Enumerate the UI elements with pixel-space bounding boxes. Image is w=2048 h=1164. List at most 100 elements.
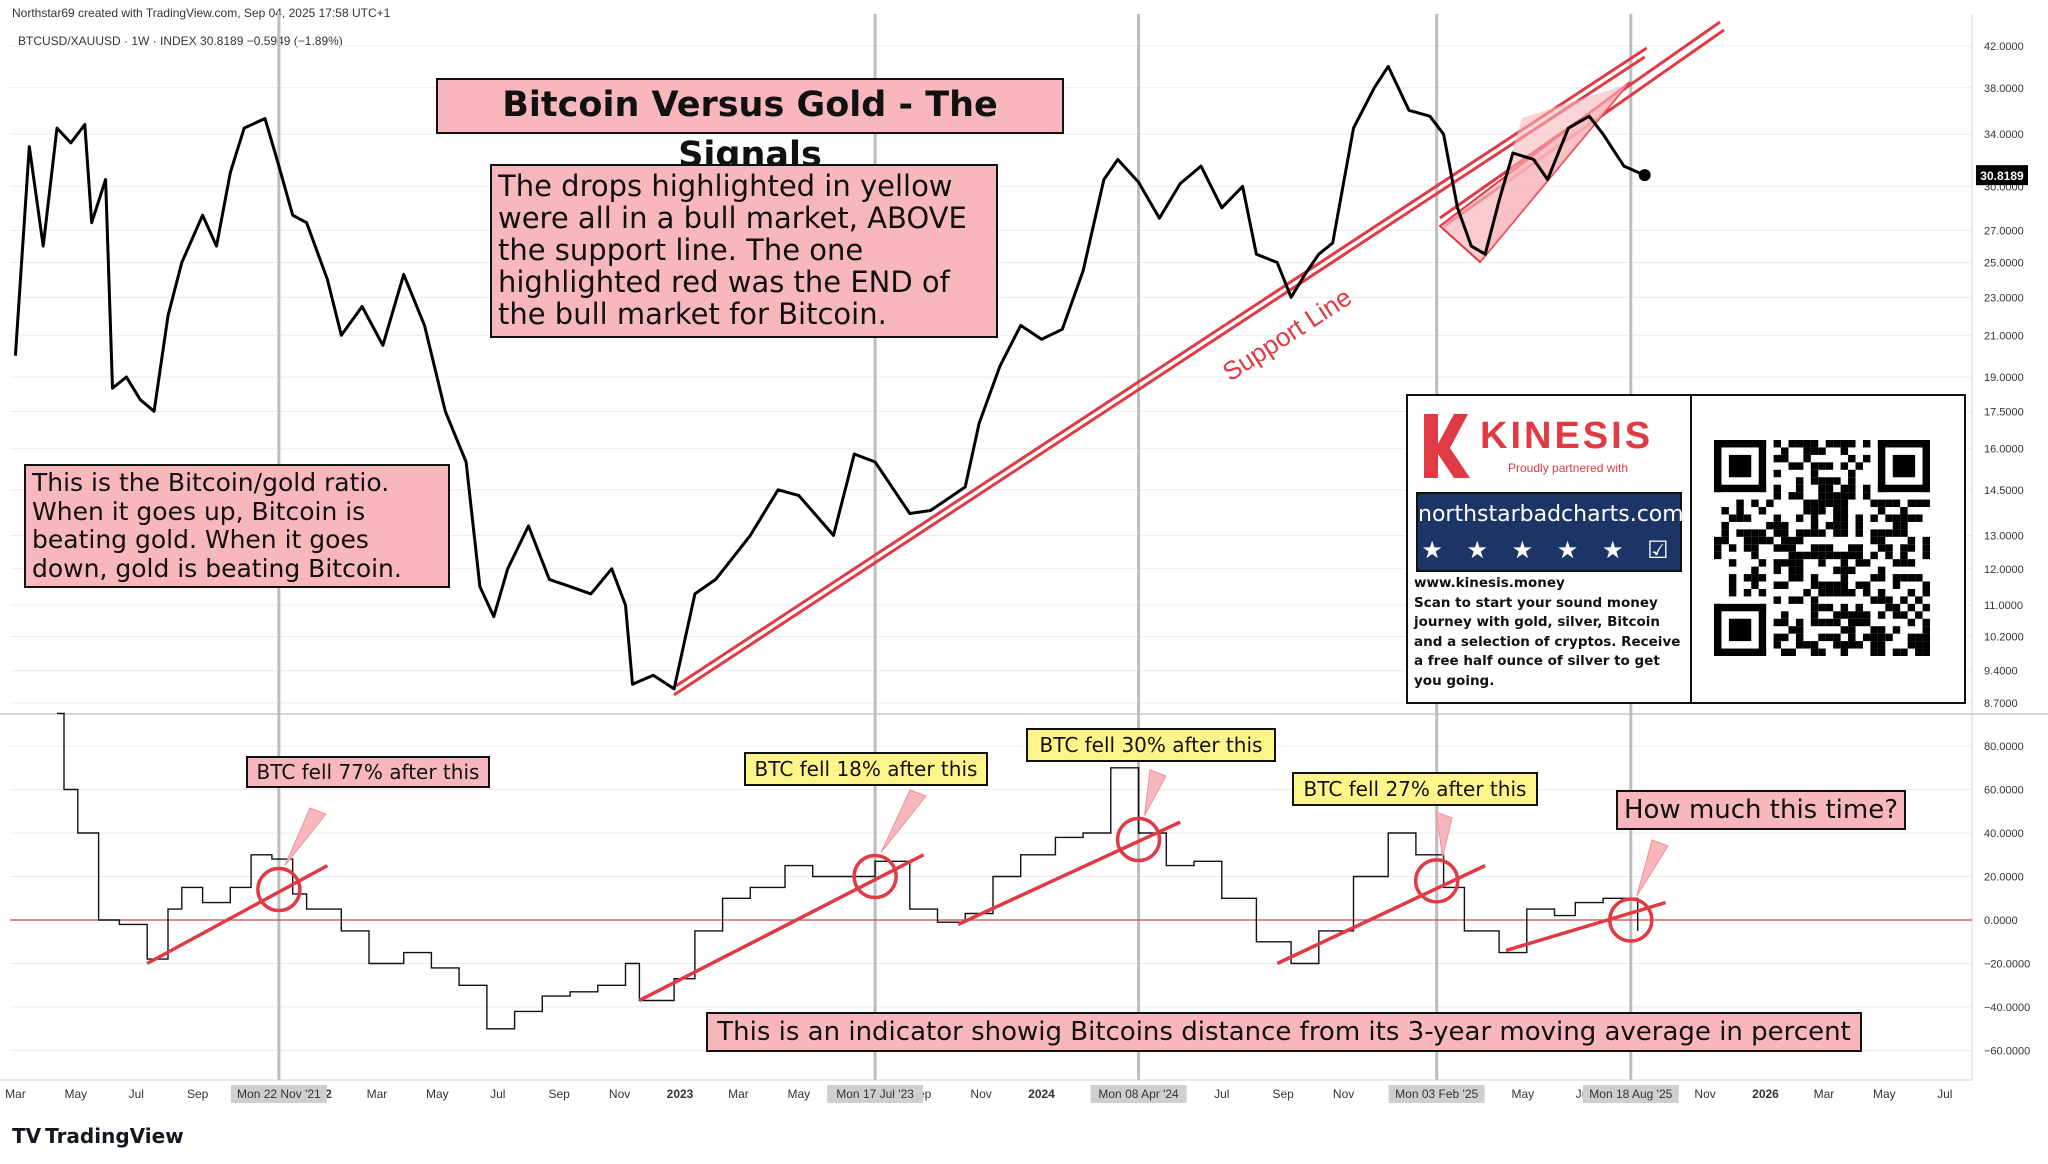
qr-module — [1818, 507, 1826, 515]
qr-module — [1885, 514, 1893, 522]
qr-code-icon[interactable] — [1714, 440, 1930, 656]
qr-module — [1795, 566, 1804, 575]
qr-module — [1870, 551, 1878, 560]
ratio-note: This is the Bitcoin/gold ratio. When it … — [24, 464, 450, 588]
date-highlight-bg — [827, 1085, 924, 1103]
qr-module — [1900, 551, 1908, 560]
qr-module — [1818, 499, 1826, 508]
qr-module — [1810, 521, 1819, 530]
qr-module — [1766, 536, 1774, 545]
qr-module — [1795, 514, 1804, 522]
question-label: How much this time? — [1616, 790, 1906, 830]
qr-module — [1870, 499, 1878, 508]
date-highlight-bg — [230, 1085, 327, 1103]
qr-module — [1818, 447, 1826, 455]
qr-module — [1877, 536, 1886, 545]
qr-module — [1728, 514, 1737, 522]
qr-module — [1818, 492, 1826, 500]
qr-module — [1810, 574, 1819, 582]
qr-module — [1877, 641, 1886, 649]
qr-module — [1833, 440, 1841, 448]
qr-module — [1892, 574, 1901, 582]
qr-module — [1907, 499, 1916, 508]
x-tick-label: Sep — [187, 1087, 209, 1101]
qr-module — [1781, 521, 1789, 530]
qr-module — [1855, 544, 1863, 552]
qr-module — [1714, 551, 1722, 560]
qr-module — [1721, 521, 1729, 530]
sponsor-panel[interactable]: KINESIS Proudly partnered with northstar… — [1406, 394, 1966, 704]
sponsor-body: Scan to start your sound money journey w… — [1414, 594, 1681, 689]
qr-module — [1825, 603, 1834, 612]
fell-18-label: BTC fell 18% after this — [744, 752, 988, 786]
qr-module — [1810, 603, 1819, 612]
tradingview-footer[interactable]: TV TradingView — [12, 1124, 184, 1148]
qr-module — [1862, 611, 1871, 619]
qr-module — [1810, 514, 1819, 522]
qr-module — [1810, 544, 1819, 552]
qr-module — [1840, 551, 1849, 560]
kinesis-tagline: Proudly partnered with — [1508, 461, 1628, 475]
qr-module — [1788, 551, 1796, 560]
qr-module — [1922, 536, 1930, 545]
qr-module — [1840, 521, 1849, 530]
qr-module — [1900, 574, 1908, 582]
y-tick-label: 13.0000 — [1984, 530, 2024, 542]
qr-module — [1743, 588, 1752, 597]
qr-module — [1825, 521, 1834, 530]
qr-module — [1743, 529, 1752, 537]
y-tick-label: 10.2000 — [1984, 632, 2024, 644]
qr-module — [1833, 581, 1841, 589]
qr-module — [1915, 514, 1923, 522]
x-tick-label: May — [788, 1087, 811, 1101]
qr-module — [1795, 529, 1804, 537]
qr-module — [1803, 507, 1811, 515]
qr-module — [1743, 536, 1752, 545]
qr-module — [1885, 529, 1893, 537]
date-highlight-bg — [1090, 1085, 1187, 1103]
qr-module — [1788, 648, 1796, 656]
qr-module — [1714, 536, 1722, 545]
qr-module — [1907, 641, 1916, 649]
qr-module — [1773, 618, 1782, 627]
qr-module — [1848, 544, 1856, 552]
qr-module — [1773, 440, 1782, 448]
sponsor-web[interactable]: www.kinesis.money — [1414, 575, 1565, 591]
signal-circle-icon — [1115, 816, 1162, 863]
qr-module — [1781, 611, 1789, 619]
qr-module — [1773, 454, 1782, 463]
qr-module — [1810, 611, 1819, 619]
qr-module — [1840, 588, 1849, 597]
indicator-trend-line — [1276, 864, 1486, 966]
x-tick-label: May — [426, 1087, 449, 1101]
qr-module — [1773, 559, 1782, 567]
qr-module — [1922, 603, 1930, 612]
qr-module — [1728, 559, 1737, 567]
qr-module — [1781, 544, 1789, 552]
qr-module — [1848, 454, 1856, 463]
indicator-step-line — [57, 712, 1639, 1030]
qr-module — [1751, 566, 1759, 575]
qr-module — [1833, 529, 1841, 537]
date-highlight-label: Mon 18 Aug '25 — [1589, 1087, 1672, 1101]
qr-module — [1781, 559, 1789, 567]
qr-module — [1825, 484, 1834, 493]
qr-module — [1840, 462, 1849, 470]
site-badge[interactable]: northstarbadcharts.com ★ ★ ★ ★ ★ ☑ — [1416, 492, 1684, 572]
x-tick-label: May — [1873, 1087, 1896, 1101]
qr-module — [1825, 440, 1834, 448]
qr-module — [1788, 462, 1796, 470]
last-value-dot — [1638, 169, 1651, 182]
qr-module — [1758, 440, 1767, 493]
qr-module — [1825, 588, 1834, 597]
sponsor-text: www.kinesis.money Scan to start your sou… — [1414, 574, 1686, 692]
signal-circle-icon — [852, 853, 898, 900]
qr-module — [1877, 566, 1886, 575]
qr-module — [1840, 626, 1849, 634]
y-tick-label: 17.5000 — [1984, 406, 2024, 418]
qr-module — [1781, 581, 1789, 589]
date-highlight-label: Mon 22 Nov '21 — [237, 1087, 321, 1101]
qr-module — [1714, 603, 1767, 612]
qr-module — [1855, 529, 1863, 537]
qr-module — [1773, 641, 1782, 649]
